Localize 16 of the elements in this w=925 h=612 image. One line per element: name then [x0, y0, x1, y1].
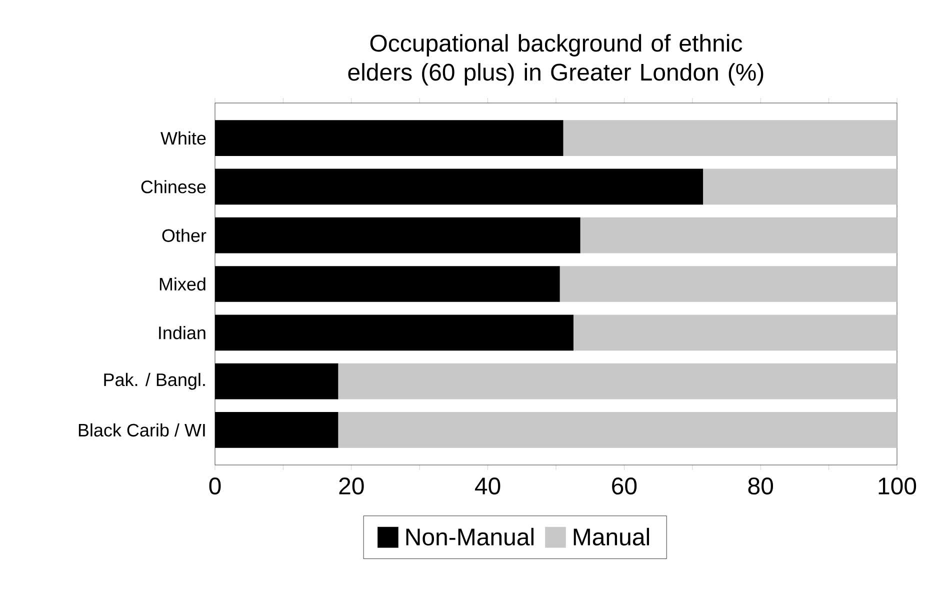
x-tick-label: 100	[878, 478, 916, 495]
x-tick-label: 60	[612, 478, 637, 495]
y-tick-label: Indian	[159, 326, 206, 340]
legend-label: Manual	[574, 528, 649, 546]
x-tick-label: 40	[475, 478, 500, 495]
y-tick-label: Chinese	[141, 180, 206, 194]
y-tick-label: Mixed	[160, 277, 206, 291]
x-tick-label: 20	[339, 478, 364, 495]
x-tick-label: 80	[748, 478, 774, 495]
y-tick-label: White	[160, 131, 206, 145]
y-tick-label: Other	[162, 228, 206, 242]
chart-title: Occupational background of ethnic elders (60 plus) in Greater London (%)	[348, 34, 764, 86]
y-tick-label: Pak. / Bangl.	[104, 372, 205, 390]
x-tick-label: 0	[209, 478, 221, 495]
y-tick-label: Black Carib / WI	[78, 423, 205, 437]
legend-label: Non-Manual	[406, 528, 534, 546]
